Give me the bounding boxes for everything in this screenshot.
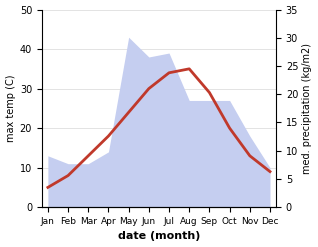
Y-axis label: med. precipitation (kg/m2): med. precipitation (kg/m2) xyxy=(302,43,313,174)
Y-axis label: max temp (C): max temp (C) xyxy=(5,75,16,142)
X-axis label: date (month): date (month) xyxy=(118,231,200,242)
